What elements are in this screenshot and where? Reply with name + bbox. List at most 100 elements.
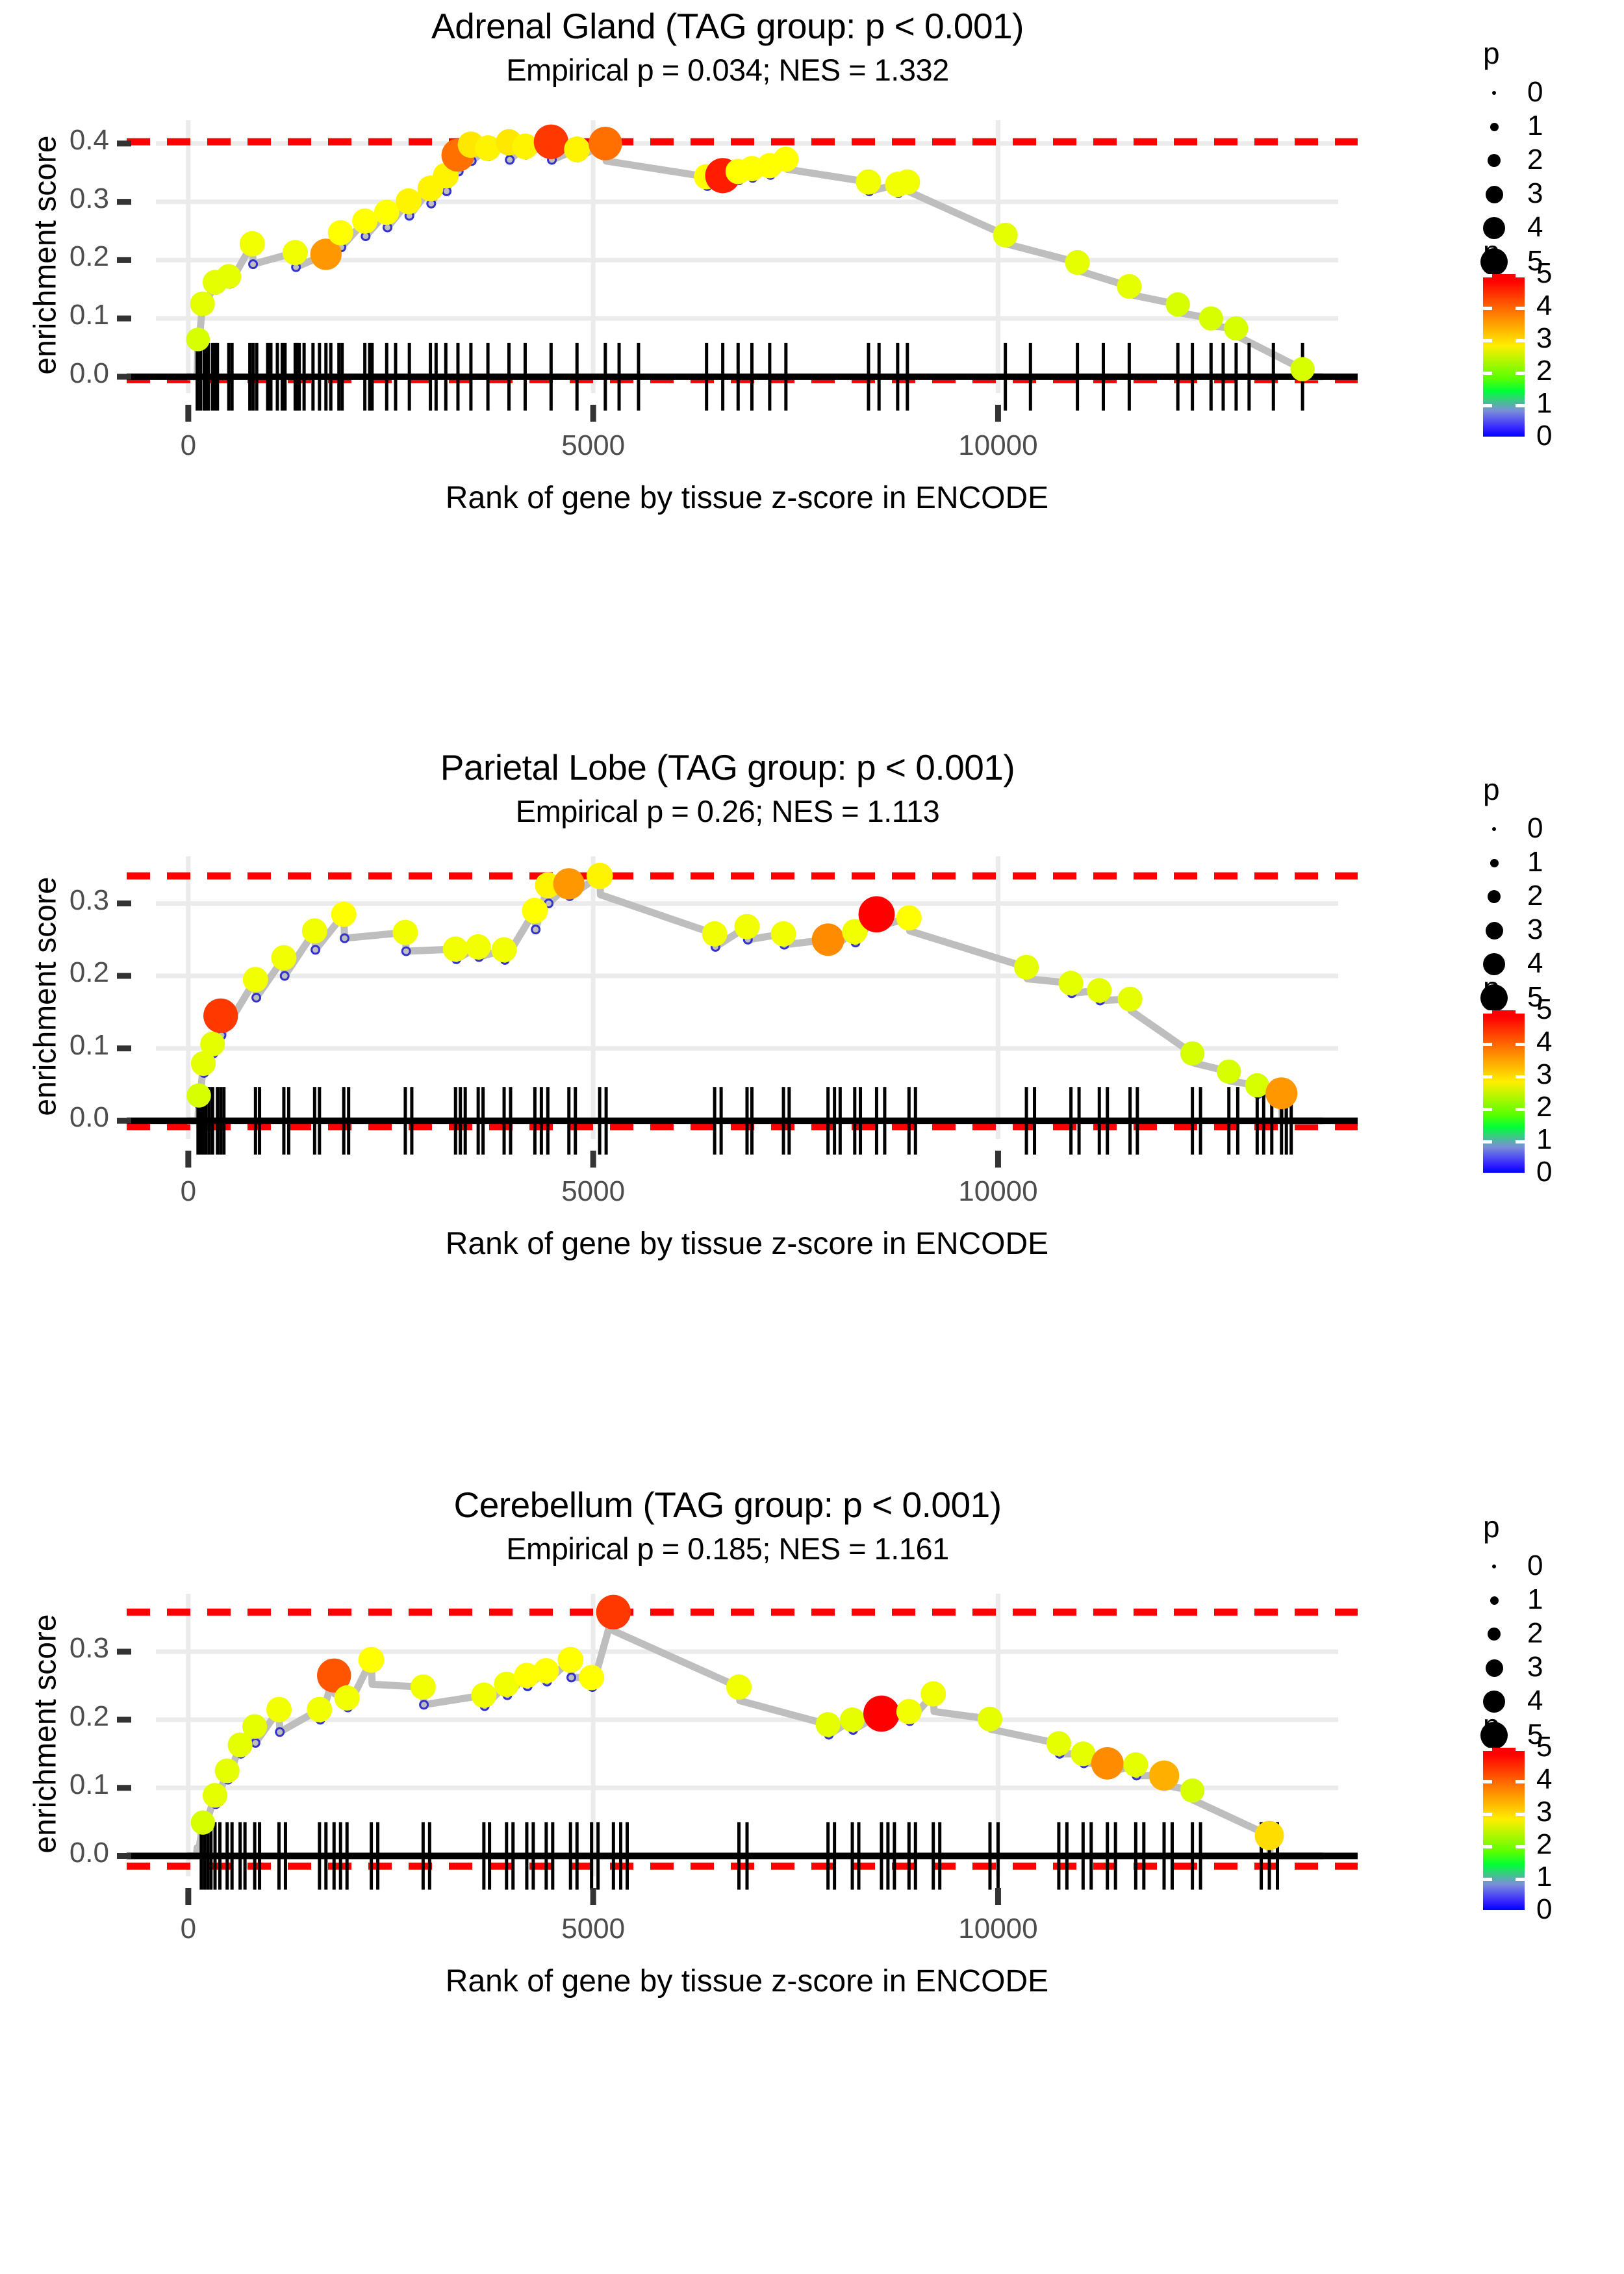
data-point[interactable] (557, 1646, 584, 1673)
data-point[interactable] (993, 222, 1018, 248)
data-point[interactable] (242, 967, 268, 993)
data-point[interactable] (514, 1663, 540, 1689)
data-point[interactable] (242, 1714, 268, 1739)
data-point[interactable] (533, 1657, 559, 1683)
data-point[interactable] (533, 124, 568, 159)
trough-marker (275, 1727, 285, 1737)
panel-subtitle: Empirical p = 0.034; NES = 1.332 (506, 53, 949, 87)
data-point[interactable] (564, 136, 590, 162)
data-point[interactable] (1180, 1041, 1205, 1066)
data-point[interactable] (920, 1681, 946, 1707)
data-point[interactable] (216, 264, 242, 289)
data-point[interactable] (317, 1658, 351, 1693)
data-point[interactable] (896, 1698, 922, 1724)
data-point[interactable] (266, 1696, 292, 1722)
data-point[interactable] (858, 896, 895, 933)
data-point[interactable] (770, 921, 796, 947)
size-legend-title: p (1483, 1510, 1500, 1544)
data-point[interactable] (1013, 954, 1039, 980)
data-point[interactable] (190, 1810, 215, 1835)
data-point[interactable] (352, 208, 378, 234)
data-point[interactable] (491, 937, 517, 963)
data-point[interactable] (494, 1671, 520, 1697)
data-point[interactable] (512, 133, 539, 160)
color-legend-tick (1483, 1780, 1492, 1783)
data-point[interactable] (239, 231, 265, 257)
data-point[interactable] (392, 919, 418, 945)
data-point[interactable] (202, 1783, 228, 1808)
data-point[interactable] (374, 199, 400, 225)
data-point[interactable] (200, 1031, 225, 1056)
data-point[interactable] (815, 1712, 841, 1737)
data-point[interactable] (1224, 316, 1249, 341)
data-point[interactable] (586, 862, 613, 889)
data-point[interactable] (842, 919, 868, 945)
color-legend-label: 1 (1536, 1123, 1553, 1155)
data-point[interactable] (1148, 1760, 1180, 1791)
data-point[interactable] (839, 1707, 865, 1732)
data-point[interactable] (396, 188, 422, 214)
data-point[interactable] (1217, 1059, 1241, 1084)
data-point[interactable] (334, 1685, 360, 1711)
y-tick-label: 0.4 (69, 123, 109, 156)
data-point[interactable] (773, 146, 799, 172)
data-point[interactable] (186, 1083, 211, 1108)
data-point[interactable] (227, 1732, 253, 1757)
data-point[interactable] (977, 1706, 1003, 1731)
data-point[interactable] (186, 327, 210, 351)
data-point[interactable] (596, 1594, 631, 1629)
color-legend-tick (1483, 307, 1492, 310)
data-point[interactable] (726, 1674, 752, 1700)
data-point[interactable] (310, 238, 342, 270)
data-point[interactable] (282, 240, 308, 266)
data-point[interactable] (190, 291, 215, 316)
size-legend-dot (1492, 1565, 1496, 1568)
color-legend-label: 3 (1536, 1058, 1553, 1090)
data-point[interactable] (471, 1682, 497, 1708)
data-point[interactable] (1117, 274, 1142, 299)
data-point[interactable] (465, 934, 491, 960)
data-point[interactable] (301, 918, 327, 944)
data-point[interactable] (734, 913, 760, 939)
data-point[interactable] (1087, 978, 1112, 1003)
data-point[interactable] (203, 998, 238, 1034)
data-point[interactable] (1199, 306, 1223, 331)
data-point[interactable] (1091, 1747, 1124, 1780)
data-point[interactable] (1290, 357, 1315, 381)
data-point[interactable] (410, 1674, 436, 1700)
color-legend-label: 5 (1536, 1731, 1553, 1763)
data-point[interactable] (271, 945, 297, 971)
data-point[interactable] (863, 1695, 900, 1732)
data-point[interactable] (358, 1646, 385, 1673)
data-point[interactable] (579, 1665, 605, 1691)
data-point[interactable] (1254, 1820, 1284, 1850)
color-legend-tick (1483, 1813, 1492, 1816)
data-point[interactable] (214, 1758, 240, 1783)
data-point[interactable] (190, 1051, 216, 1077)
size-legend-label: 1 (1527, 110, 1543, 142)
data-point[interactable] (307, 1696, 333, 1722)
data-point[interactable] (1117, 986, 1143, 1012)
data-point[interactable] (1065, 249, 1090, 275)
data-point[interactable] (522, 897, 548, 924)
data-point[interactable] (856, 169, 882, 195)
data-point[interactable] (894, 169, 920, 195)
data-point[interactable] (327, 220, 353, 246)
data-point[interactable] (475, 135, 501, 161)
data-point[interactable] (702, 921, 728, 947)
color-legend-tick (1516, 1075, 1525, 1079)
data-point[interactable] (1058, 971, 1084, 996)
data-point[interactable] (331, 901, 357, 927)
data-point[interactable] (896, 905, 922, 931)
data-point[interactable] (1180, 1778, 1205, 1803)
data-point[interactable] (1165, 292, 1190, 317)
data-point[interactable] (442, 936, 468, 962)
data-point[interactable] (1046, 1731, 1072, 1756)
data-point[interactable] (553, 868, 585, 900)
data-point[interactable] (589, 127, 622, 160)
data-point[interactable] (1123, 1752, 1148, 1778)
data-point[interactable] (811, 923, 844, 956)
data-point[interactable] (1265, 1077, 1298, 1110)
data-point[interactable] (1245, 1073, 1270, 1098)
data-point[interactable] (1071, 1741, 1096, 1767)
